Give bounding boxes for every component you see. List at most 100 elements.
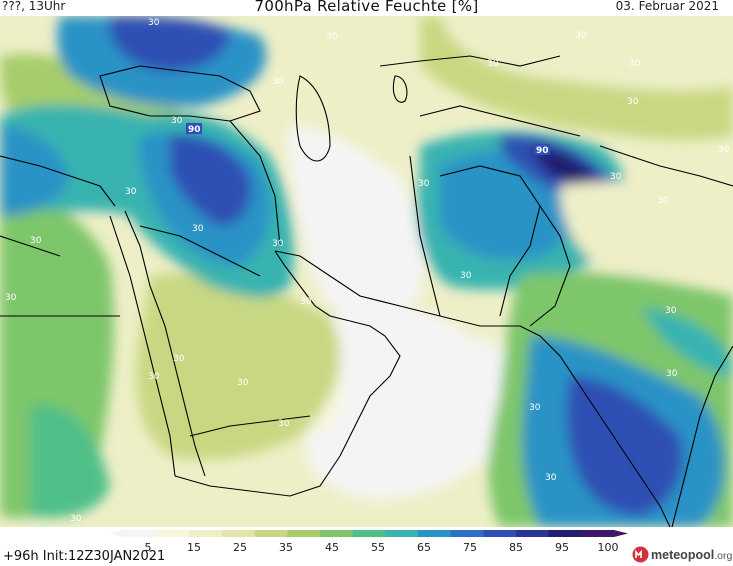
brand-tld: .org [714,550,733,562]
legend-swatch [352,530,386,537]
run-info: +96h Init:12Z30JAN2021 [3,549,166,564]
contour-label-30: 30 [300,297,312,307]
contour-label-30: 30 [575,31,587,41]
contour-label-30: 30 [718,145,730,155]
coast-black-sea [99,65,261,122]
light-region-tibet [560,181,733,281]
border-saudi-north [139,225,261,277]
contour-label-30: 30 [610,172,622,182]
border-pakistan-india [529,205,571,327]
legend-swatch [254,530,288,537]
legend-swatch [581,530,615,537]
legend-swatch [548,530,582,537]
contour-label-90-iraq: 90 [188,125,201,135]
contour-label-30: 30 [487,59,499,69]
contour-label-30: 30 [326,32,338,42]
contour-label-30: 30 [70,514,82,524]
coast-red-sea-east [124,210,206,477]
border-turkey-iran [229,120,281,247]
legend-swatch [385,530,419,537]
border-central-asia [419,105,581,137]
coast-arabia-east [339,320,401,457]
legend-swatch [156,530,190,537]
border-iran-afghanistan [409,155,441,317]
border-kazakh [379,55,561,67]
legend-swatch [222,530,256,537]
legend-tick-label: 5 [145,541,152,554]
coast-aral [392,75,408,103]
legend-tick-label: 45 [325,541,339,554]
legend-swatch [418,530,452,537]
border-china [599,145,733,187]
contour-label-30: 30 [666,369,678,379]
teal-region-bay [640,306,733,376]
contour-label-90-himalaya: 90 [536,146,549,156]
dry-region-arabian-sea [306,305,528,500]
brand-name: meteopool [651,548,715,562]
legend-tick-label: 65 [417,541,431,554]
contour-label-30: 30 [30,236,42,246]
legend-tick-label: 25 [233,541,247,554]
blue-region-west-edge [0,126,70,216]
legend-tick-label: 75 [463,541,477,554]
contour-labels: 90 90 30 30 30 30 30 30 30 30 30 30 30 3… [5,18,730,524]
contour-label-30: 30 [272,239,284,249]
contour-label-30: 30 [5,293,17,303]
legend-swatch [124,530,158,537]
contour-label-30: 30 [173,354,185,364]
contour-label-30: 30 [148,372,160,382]
dry-region-iran [287,126,424,313]
legend-tick-label: 55 [371,541,385,554]
coast-mediterranean [0,155,116,207]
border-libya-egypt [0,235,61,257]
color-legend: 5 15 25 35 45 55 65 75 85 95 100 [110,530,628,554]
coast-caspian [295,75,331,162]
border-saudi-yemen [189,415,311,437]
humidity-map: 90 90 30 30 30 30 30 30 30 30 30 30 30 3… [0,16,733,527]
contour-label-30: 30 [629,59,641,69]
coast-arabia-south [174,455,341,497]
contour-label-30: 30 [627,97,639,107]
legend-tick-label: 100 [598,541,619,554]
coast-gulf [274,250,351,322]
deep-blue-india [566,376,683,516]
legend-tick-label: 95 [555,541,569,554]
legend-tick-label: 35 [279,541,293,554]
legend-ticks: 5 15 25 35 45 55 65 75 85 95 100 [145,541,619,554]
contour-label-30: 30 [418,179,430,189]
legend-swatch [320,530,354,537]
navy-himalaya [530,146,600,186]
legend-tick-label: 15 [187,541,201,554]
coast-india-east [671,345,733,527]
contour-label-30: 30 [192,224,204,234]
meteopool-logo-icon [632,546,649,563]
legend-swatch [450,530,484,537]
map-title: 700hPa Relative Feuchte [%] [254,0,479,15]
contour-label-30: 30 [272,77,284,87]
green-region-africa [30,404,110,518]
brand-label[interactable]: meteopool.org [651,548,732,562]
contour-label-30: 30 [545,473,557,483]
contour-label-30: 30 [665,306,677,316]
contour-label-30: 30 [148,18,160,28]
coast-red-sea-west [109,215,176,477]
legend-arrow [110,530,124,537]
valid-time-label: ???, 13Uhr [2,0,66,13]
legend-swatch [287,530,321,537]
contour-label-30: 30 [237,378,249,388]
valid-date-label: 03. Februar 2021 [615,0,719,13]
legend-swatch [516,530,550,537]
contour-label-30: 30 [529,403,541,413]
coastlines [0,55,733,527]
contour-label-30: 30 [278,419,290,429]
coast-india-west [519,325,671,527]
legend-color-bar [110,530,628,537]
deep-blue-balkans [110,16,230,71]
contour-label-30: 30 [125,187,137,197]
legend-arrow [614,530,628,537]
contour-label-30: 30 [460,271,472,281]
legend-swatch [483,530,517,537]
legend-swatch [189,530,223,537]
legend-tick-label: 85 [509,541,523,554]
